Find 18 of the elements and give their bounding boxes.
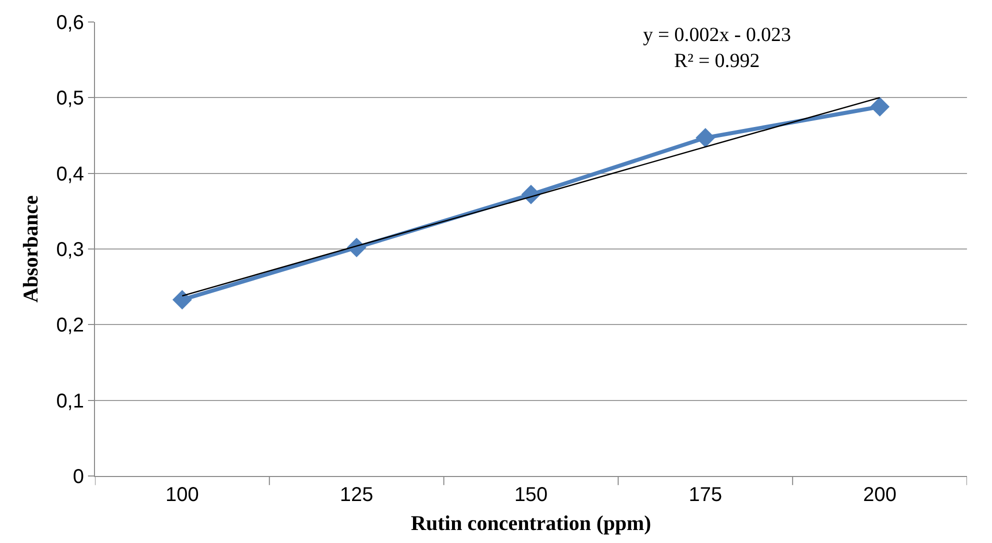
y-tick-label: 0,6 — [56, 12, 84, 34]
y-tick-label: 0,4 — [56, 163, 84, 186]
point — [870, 97, 890, 116]
y-tick-label: 0,2 — [56, 314, 84, 337]
point — [696, 128, 716, 148]
y-tick-label: 0,3 — [56, 239, 84, 261]
x-tick-label: 150 — [514, 484, 548, 506]
x-axis-title: Rutin concentration (ppm) — [410, 511, 652, 536]
y-axis-title: Absorbance — [18, 195, 42, 303]
y-tick-label: 0,5 — [56, 88, 84, 110]
point — [172, 290, 192, 310]
x-tick-label: 125 — [340, 484, 374, 506]
annotation: y = 0.002x - 0.023 R² = 0.992 — [643, 24, 791, 72]
x-tick-label: 200 — [863, 484, 896, 506]
y-tick-label: 0,1 — [56, 390, 84, 412]
x-tick-label: 100 — [166, 484, 199, 506]
y-tick-label: 0 — [72, 466, 84, 488]
x-tick-label: 175 — [688, 484, 722, 506]
